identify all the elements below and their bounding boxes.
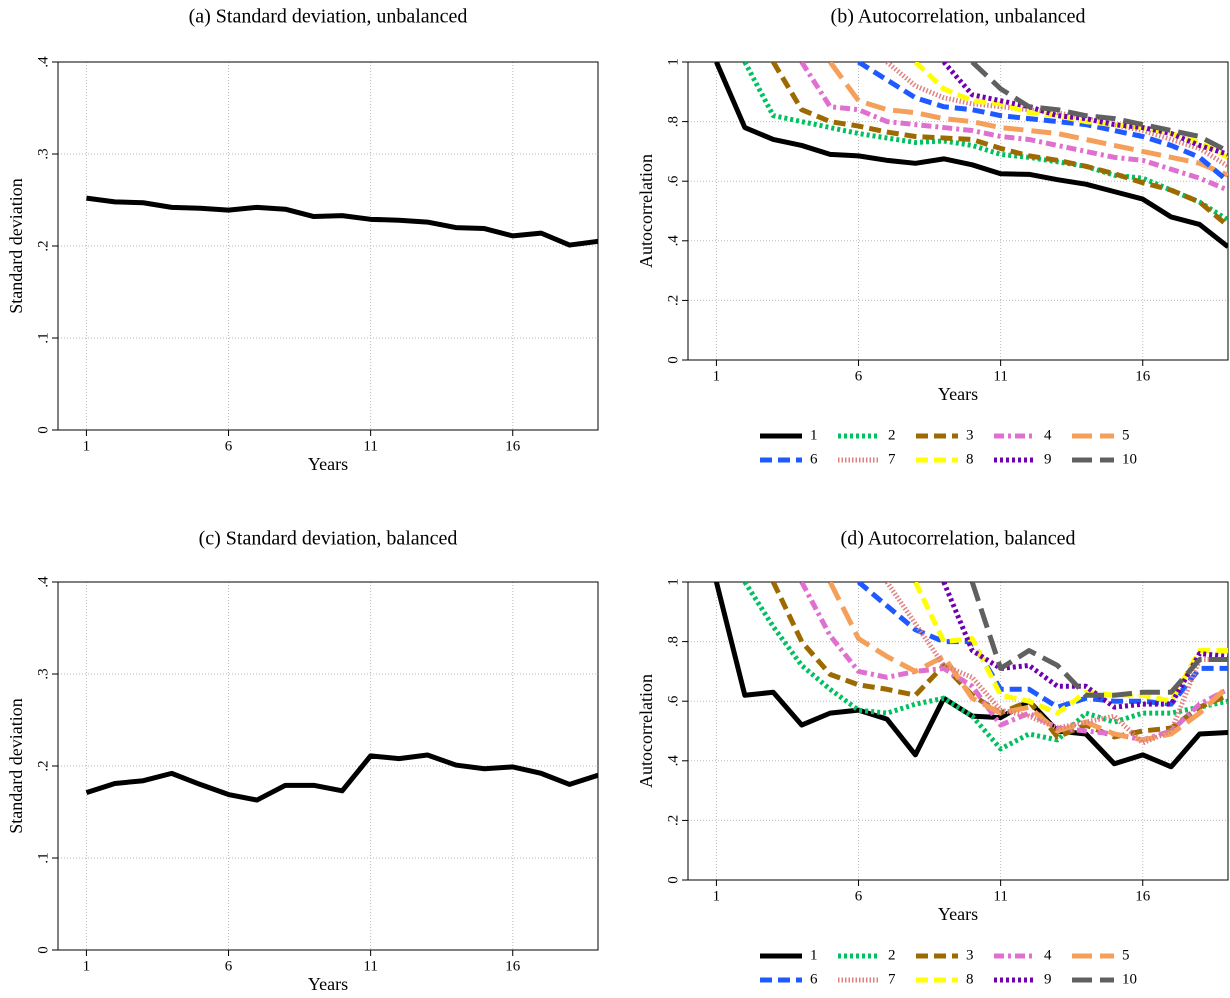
- y-tick-label: .4: [665, 755, 681, 767]
- series-line: [771, 62, 1228, 228]
- panel: (c) Standard deviation, balanced 0 .1 .2 .3.…: [6, 528, 599, 994]
- panel-title: (b) Autocorrelation, unbalanced: [831, 6, 1086, 28]
- plot-frame: [687, 581, 1229, 881]
- legend-label: 8: [966, 451, 974, 467]
- x-tick-label: 11: [363, 958, 377, 974]
- y-tick-label: 1: [665, 58, 681, 66]
- x-axis-label: Years: [308, 974, 348, 994]
- series-line: [941, 582, 1228, 710]
- legend-label: 4: [1044, 427, 1052, 443]
- legend-label: 2: [888, 947, 896, 963]
- x-axis-label: Years: [308, 454, 348, 474]
- x-tick-label: 11: [363, 438, 377, 454]
- y-tick-label: .1: [35, 852, 51, 863]
- legend-label: 8: [966, 971, 974, 987]
- x-axis-label: Years: [938, 384, 978, 404]
- series-line: [884, 582, 1228, 746]
- legend-label: 2: [888, 427, 896, 443]
- x-axis-label: Years: [938, 904, 978, 924]
- series-line: [86, 195, 598, 248]
- y-axis-label: Autocorrelation: [636, 674, 656, 788]
- legend-label: 5: [1122, 947, 1130, 963]
- y-tick-label: .4: [35, 576, 51, 588]
- series-line: [857, 62, 1228, 184]
- plot-frame: [57, 581, 599, 951]
- y-tick-label: 0: [665, 356, 681, 364]
- legend-label: 9: [1044, 971, 1052, 987]
- x-tick-label: 1: [83, 958, 91, 974]
- legend-label: 5: [1122, 427, 1130, 443]
- x-tick-label: 6: [855, 368, 863, 384]
- panel-title: (d) Autocorrelation, balanced: [841, 528, 1076, 550]
- legend-label: 7: [888, 971, 896, 987]
- y-tick-label: .4: [35, 56, 51, 68]
- legend-label: 6: [810, 451, 818, 467]
- lines: [714, 62, 1228, 249]
- y-tick-label: 0: [665, 876, 681, 884]
- legend-label: 10: [1122, 451, 1137, 467]
- lines: [713, 582, 1228, 770]
- lines: [86, 195, 598, 248]
- legend-label: 1: [810, 427, 818, 443]
- y-tick-label: .2: [35, 760, 51, 771]
- panel-title: (c) Standard deviation, balanced: [199, 528, 458, 550]
- y-tick-label: 0: [35, 946, 51, 954]
- y-tick-label: .2: [665, 295, 681, 306]
- x-tick-label: 6: [225, 438, 233, 454]
- panel-title: (a) Standard deviation, unbalanced: [189, 6, 468, 28]
- x-tick-label: 16: [505, 438, 521, 454]
- x-tick-label: 16: [505, 958, 521, 974]
- x-tick-label: 1: [713, 368, 721, 384]
- legend-label: 3: [966, 947, 974, 963]
- x-tick-label: 11: [993, 368, 1007, 384]
- legend-label: 3: [966, 427, 974, 443]
- series-line: [969, 582, 1228, 698]
- panel: (d) Autocorrelation, balanced0.2.4.6.811…: [636, 528, 1229, 987]
- x-tick-label: 16: [1135, 368, 1151, 384]
- y-tick-label: .1: [35, 332, 51, 343]
- series-line: [828, 62, 1228, 178]
- series-line: [799, 582, 1228, 743]
- y-tick-label: .8: [665, 116, 681, 127]
- legend-label: 10: [1122, 971, 1137, 987]
- y-tick-label: .3: [35, 148, 51, 159]
- legend-label: 4: [1044, 947, 1052, 963]
- x-tick-label: 6: [855, 888, 863, 904]
- series-line: [885, 62, 1228, 169]
- y-tick-label: 0: [35, 426, 51, 434]
- y-tick-label: .4: [665, 235, 681, 247]
- y-tick-label: .6: [665, 175, 681, 187]
- y-axis-label: Standard deviation: [6, 178, 26, 313]
- series-line: [941, 62, 1228, 157]
- y-tick-label: .8: [665, 636, 681, 647]
- panel: (b) Autocorrelation, unbalanced 0 .2 .4 .6 .8…: [636, 6, 1229, 467]
- x-tick-label: 11: [993, 888, 1007, 904]
- x-tick-label: 1: [83, 438, 91, 454]
- legend-label: 7: [888, 451, 896, 467]
- series-line: [85, 752, 598, 803]
- x-tick-label: 16: [1135, 888, 1151, 904]
- series-line: [799, 62, 1228, 193]
- legend-label: 1: [810, 947, 818, 963]
- legend-label: 9: [1044, 451, 1052, 467]
- y-tick-label: .3: [35, 668, 51, 679]
- x-tick-label: 1: [713, 888, 721, 904]
- y-axis-label: Autocorrelation: [636, 154, 656, 268]
- y-tick-label: .2: [665, 815, 681, 826]
- series-line: [714, 62, 1228, 249]
- series-line: [742, 62, 1228, 223]
- y-tick-label: .6: [665, 695, 681, 707]
- y-axis-label: Standard deviation: [6, 698, 26, 833]
- series-line: [970, 62, 1228, 154]
- plot-frame: [57, 61, 599, 431]
- plot-frame: [687, 61, 1229, 361]
- series-line: [913, 582, 1228, 716]
- lines: [85, 752, 598, 803]
- panel: (a) Standard deviation, unbalanced 0 .1 .2.…: [6, 6, 599, 474]
- y-tick-label: .2: [35, 240, 51, 251]
- x-tick-label: 6: [225, 958, 233, 974]
- legend-label: 6: [810, 971, 818, 987]
- y-tick-label: 1: [665, 578, 681, 586]
